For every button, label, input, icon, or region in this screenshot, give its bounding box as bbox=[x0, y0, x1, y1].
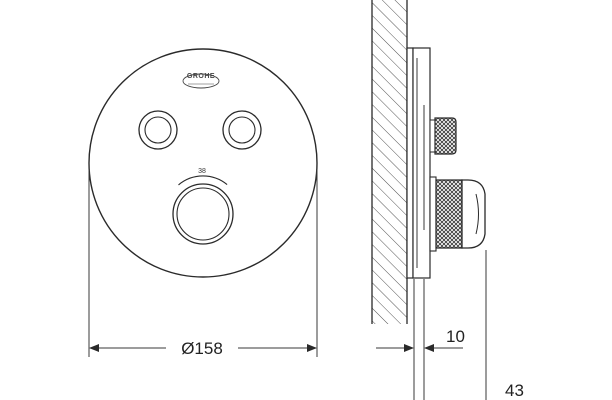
diameter-dimension: Ø158 bbox=[88, 170, 318, 358]
cover-plate bbox=[88, 48, 318, 278]
diameter-label: Ø158 bbox=[181, 339, 223, 358]
push-button-profile bbox=[429, 117, 457, 155]
left-push-button[interactable] bbox=[138, 110, 178, 150]
depth-dimension-10: 10 bbox=[376, 279, 465, 400]
wall-section bbox=[371, 0, 408, 324]
temperature-knob[interactable]: 38 bbox=[172, 168, 234, 245]
brand-logo: GROHE bbox=[182, 73, 220, 89]
depth-10-label: 10 bbox=[446, 327, 465, 346]
front-view: GROHE 38 Ø158 bbox=[88, 48, 318, 358]
right-push-button[interactable] bbox=[222, 110, 262, 150]
thermostat-knob-profile bbox=[429, 176, 486, 252]
temperature-scale-marking: 38 bbox=[198, 168, 206, 175]
scale-arc bbox=[178, 175, 228, 186]
cover-plate-profile bbox=[406, 47, 431, 279]
depth-43-label: 43 bbox=[505, 381, 524, 400]
depth-dimension-43: 43 bbox=[485, 250, 524, 400]
logo-text: GROHE bbox=[187, 73, 215, 80]
side-view: 10 43 bbox=[371, 0, 524, 400]
